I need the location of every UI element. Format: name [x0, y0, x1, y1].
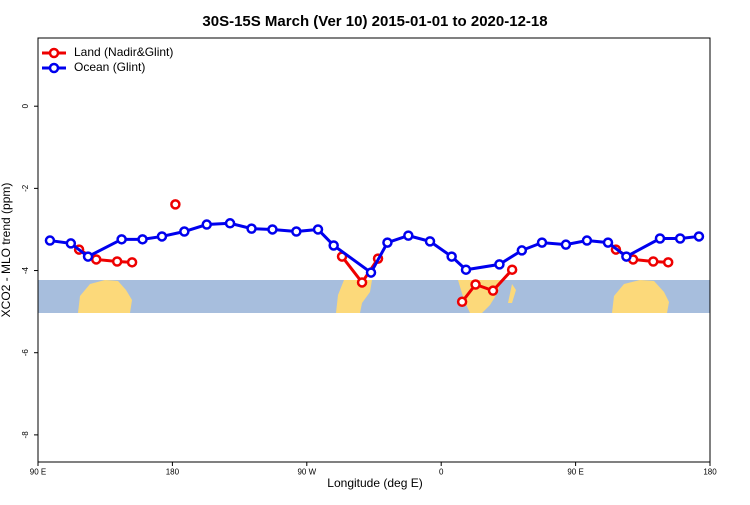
- data-point: [516, 245, 528, 256]
- data-point: [536, 237, 548, 248]
- data-point: [246, 223, 257, 234]
- data-point: [126, 257, 138, 268]
- legend-label: Land (Nadir&Glint): [74, 45, 173, 59]
- land-australia: [612, 280, 669, 313]
- data-point: [328, 240, 339, 251]
- y-tick-label: -2: [21, 184, 30, 192]
- x-axis-label: Longitude (deg E): [327, 476, 422, 490]
- land-south-america: [336, 280, 372, 313]
- data-point: [224, 218, 236, 229]
- x-tick-label: 90 E: [30, 468, 46, 477]
- data-point: [506, 264, 518, 275]
- data-point: [456, 296, 468, 308]
- data-point: [581, 235, 593, 246]
- x-tick-label: 180: [703, 468, 717, 477]
- data-point: [267, 224, 278, 235]
- data-point: [674, 233, 686, 244]
- data-point: [312, 224, 324, 235]
- data-point: [621, 251, 632, 262]
- data-point: [291, 226, 302, 237]
- ocean-band: [38, 280, 710, 313]
- chart-title: 30S-15S March (Ver 10) 2015-01-01 to 202…: [202, 13, 547, 30]
- y-axis-label: XCO2 - MLO trend (ppm): [0, 183, 13, 318]
- x-tick-label: 0: [439, 468, 444, 477]
- data-point: [111, 256, 123, 267]
- data-point: [82, 251, 94, 262]
- data-point: [403, 230, 414, 241]
- data-point: [446, 251, 457, 262]
- data-point: [470, 279, 481, 290]
- data-point: [179, 226, 190, 237]
- y-tick-label: 0: [21, 103, 30, 108]
- data-point: [116, 234, 127, 245]
- plot-frame: [37, 37, 711, 463]
- data-point: [170, 199, 181, 210]
- x-tick-label: 180: [166, 468, 180, 477]
- data-point: [693, 231, 705, 242]
- x-tick-label: 90 W: [297, 468, 316, 477]
- legend-marker: [48, 62, 60, 74]
- data-point: [460, 264, 472, 275]
- map-band: [38, 280, 710, 313]
- legend-marker: [48, 47, 60, 59]
- data-point: [156, 231, 168, 242]
- data-point: [494, 259, 505, 270]
- data-point: [602, 237, 614, 248]
- y-tick-label: -8: [21, 431, 30, 439]
- data-point: [382, 237, 393, 248]
- data-point: [44, 235, 56, 246]
- y-tick-label: -6: [21, 349, 30, 357]
- y-tick-label: -4: [21, 266, 30, 274]
- data-point: [365, 267, 377, 278]
- data-point: [662, 257, 674, 268]
- x-tick-label: 90 E: [567, 468, 583, 477]
- data-point: [137, 234, 148, 245]
- data-point: [560, 239, 572, 250]
- data-point: [356, 277, 368, 288]
- data-point: [648, 256, 659, 267]
- data-point: [487, 285, 499, 296]
- legend-label: Ocean (Glint): [74, 60, 145, 74]
- data-point: [424, 236, 436, 247]
- land-madagascar: [508, 284, 516, 303]
- data-point: [654, 233, 666, 244]
- data-point: [65, 238, 77, 249]
- data-point: [201, 219, 212, 230]
- data-point: [90, 254, 102, 265]
- land-australia: [78, 280, 132, 313]
